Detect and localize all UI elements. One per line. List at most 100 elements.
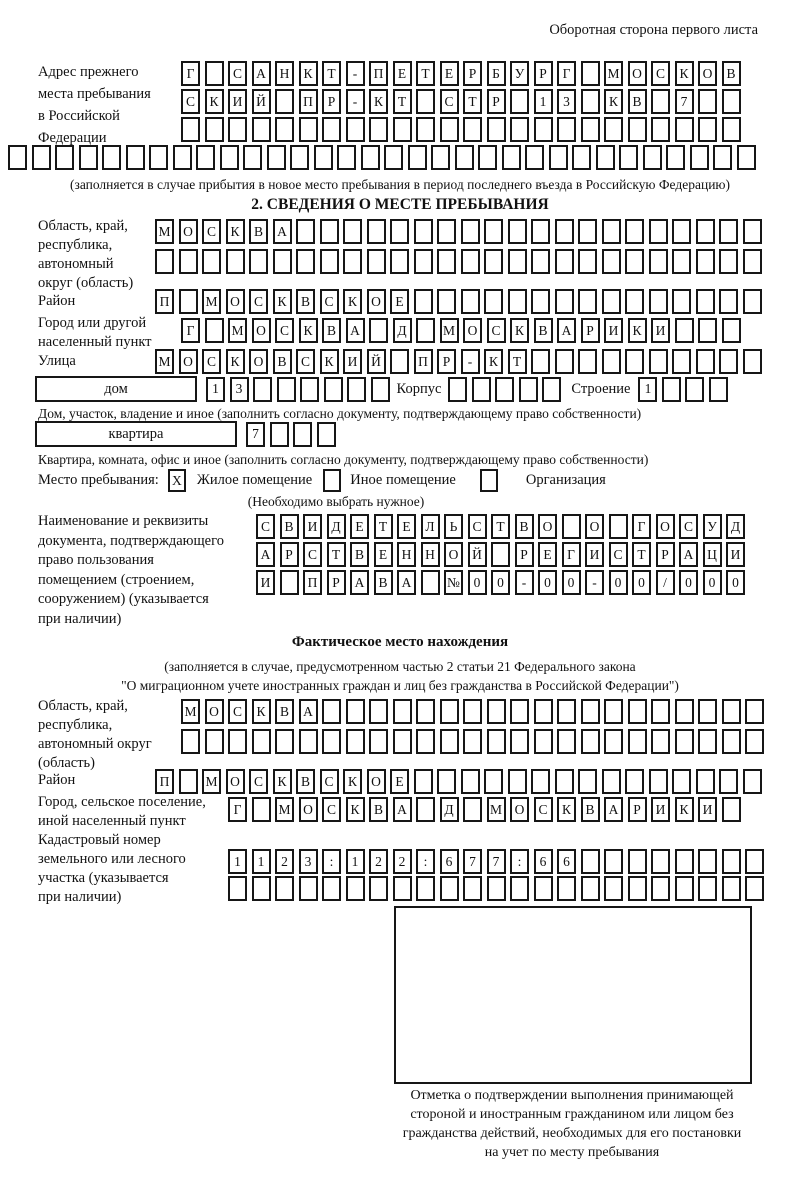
char-box[interactable]: А <box>256 542 275 567</box>
char-box[interactable]: К <box>674 797 694 822</box>
char-box[interactable] <box>486 729 506 754</box>
char-box[interactable]: 3 <box>298 849 318 874</box>
char-box[interactable] <box>437 289 456 314</box>
char-box[interactable] <box>698 117 717 142</box>
char-box[interactable]: С <box>275 318 294 343</box>
char-box[interactable]: 2 <box>275 849 294 874</box>
char-box[interactable]: А <box>298 699 318 724</box>
char-box[interactable] <box>608 514 628 539</box>
char-box[interactable]: В <box>322 318 341 343</box>
char-box[interactable]: 7 <box>674 89 694 114</box>
char-box[interactable]: С <box>202 219 221 244</box>
char-box[interactable] <box>178 769 198 794</box>
char-box[interactable] <box>219 145 239 170</box>
char-box[interactable]: К <box>557 797 576 822</box>
char-box[interactable]: А <box>350 570 369 595</box>
char-box[interactable]: : <box>510 849 529 874</box>
char-box[interactable]: В <box>533 318 553 343</box>
char-box[interactable] <box>460 249 480 274</box>
char-box[interactable] <box>431 145 450 170</box>
char-box[interactable]: - <box>345 61 365 86</box>
char-box[interactable]: И <box>651 797 670 822</box>
char-box[interactable] <box>484 249 503 274</box>
char-box[interactable] <box>155 249 174 274</box>
char-box[interactable] <box>501 145 521 170</box>
char-box[interactable] <box>510 699 529 724</box>
char-box[interactable] <box>531 349 550 374</box>
char-box[interactable]: У <box>510 61 529 86</box>
char-box[interactable] <box>369 729 388 754</box>
char-box[interactable]: С <box>533 797 553 822</box>
char-box[interactable] <box>251 729 271 754</box>
char-box[interactable]: Г <box>632 514 651 539</box>
char-box[interactable]: 2 <box>369 849 388 874</box>
char-box[interactable]: К <box>319 349 339 374</box>
char-box[interactable] <box>298 117 318 142</box>
char-box[interactable] <box>742 219 762 244</box>
char-box[interactable] <box>601 219 621 244</box>
char-box[interactable] <box>463 699 482 724</box>
char-box[interactable] <box>561 514 581 539</box>
char-box[interactable]: А <box>345 318 365 343</box>
char-box[interactable]: В <box>580 797 600 822</box>
char-box[interactable] <box>416 699 435 724</box>
char-box[interactable] <box>390 349 409 374</box>
char-box[interactable] <box>390 219 409 244</box>
char-box[interactable] <box>666 145 685 170</box>
char-box[interactable]: О <box>204 699 224 724</box>
char-box[interactable] <box>518 376 538 402</box>
char-box[interactable] <box>601 289 621 314</box>
char-box[interactable]: К <box>343 289 362 314</box>
char-box[interactable] <box>369 117 388 142</box>
char-box[interactable] <box>392 729 412 754</box>
char-box[interactable] <box>627 117 647 142</box>
char-box[interactable]: В <box>373 570 393 595</box>
char-box[interactable] <box>525 145 544 170</box>
char-box[interactable]: П <box>155 289 174 314</box>
char-box[interactable] <box>463 876 482 901</box>
char-box[interactable] <box>742 349 762 374</box>
char-box[interactable]: 0 <box>726 570 745 595</box>
char-box[interactable] <box>745 849 764 874</box>
char-box[interactable] <box>366 249 386 274</box>
char-box[interactable]: М <box>486 797 506 822</box>
char-box[interactable]: А <box>392 797 412 822</box>
char-box[interactable] <box>578 249 597 274</box>
char-box[interactable]: М <box>202 769 221 794</box>
char-box[interactable] <box>533 876 553 901</box>
char-box[interactable] <box>627 876 647 901</box>
char-box[interactable] <box>366 219 386 244</box>
char-box[interactable] <box>298 729 318 754</box>
char-box[interactable] <box>674 117 694 142</box>
char-box[interactable]: Е <box>392 61 412 86</box>
char-box[interactable]: П <box>413 349 433 374</box>
char-box[interactable]: С <box>467 514 487 539</box>
char-box[interactable]: 3 <box>557 89 576 114</box>
char-box[interactable] <box>685 376 705 402</box>
char-box[interactable] <box>695 289 715 314</box>
char-box[interactable]: К <box>204 89 224 114</box>
char-box[interactable]: Н <box>275 61 294 86</box>
char-box[interactable]: И <box>698 797 717 822</box>
char-box[interactable] <box>322 699 341 724</box>
char-box[interactable] <box>486 699 506 724</box>
char-box[interactable] <box>463 729 482 754</box>
char-box[interactable] <box>580 849 600 874</box>
char-box[interactable] <box>178 249 198 274</box>
char-box[interactable] <box>279 570 299 595</box>
char-box[interactable]: Ц <box>702 542 722 567</box>
char-box[interactable] <box>413 219 433 244</box>
char-box[interactable]: О <box>655 514 675 539</box>
char-box[interactable]: О <box>249 349 268 374</box>
char-box[interactable]: 0 <box>491 570 510 595</box>
char-box[interactable] <box>416 89 435 114</box>
char-box[interactable]: А <box>679 542 698 567</box>
char-box[interactable]: И <box>256 570 275 595</box>
char-box[interactable]: Р <box>655 542 675 567</box>
char-box[interactable] <box>55 145 74 170</box>
char-box[interactable]: С <box>439 89 459 114</box>
char-box[interactable] <box>298 876 318 901</box>
char-box[interactable]: И <box>604 318 623 343</box>
char-box[interactable]: Д <box>726 514 745 539</box>
char-box[interactable] <box>413 289 433 314</box>
